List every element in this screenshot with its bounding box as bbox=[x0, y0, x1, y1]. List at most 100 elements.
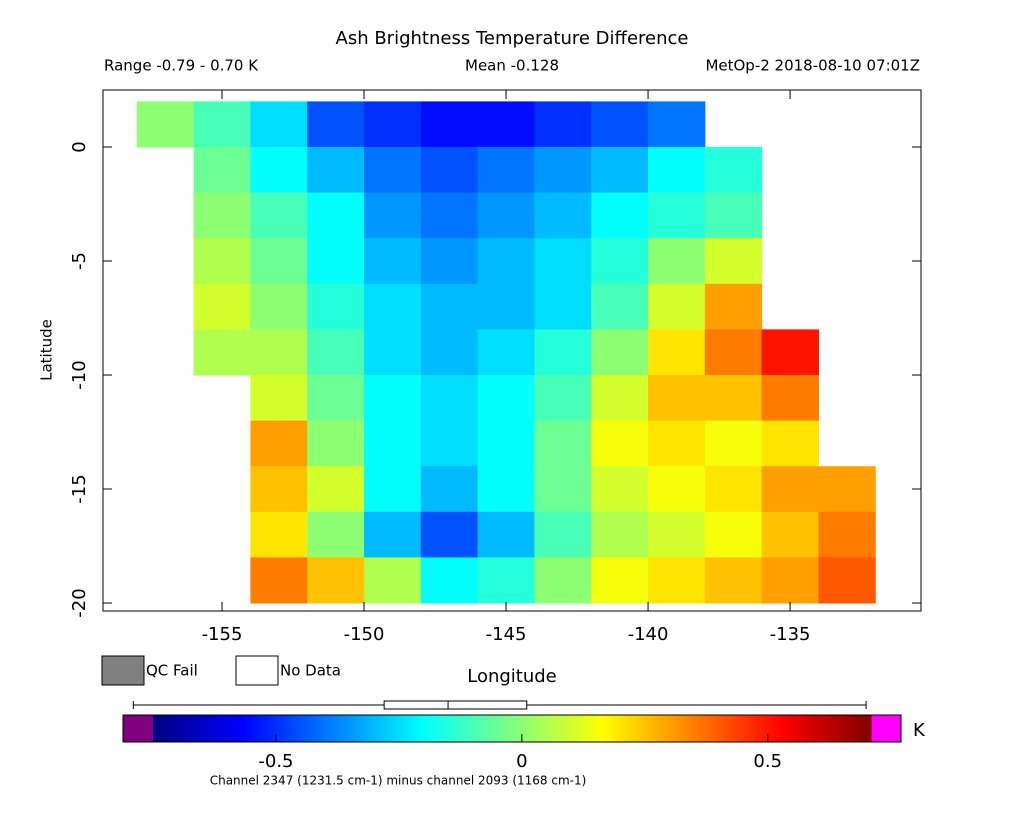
heatmap-cell bbox=[477, 101, 535, 148]
colorbar-step bbox=[351, 715, 354, 742]
colorbar-step bbox=[759, 715, 762, 742]
heatmap-cell bbox=[477, 329, 535, 376]
colorbar-step bbox=[785, 715, 788, 742]
colorbar-step bbox=[679, 715, 682, 742]
colorbar-step bbox=[421, 715, 424, 742]
colorbar-step bbox=[449, 715, 452, 742]
colorbar-step bbox=[779, 715, 782, 742]
colorbar-step bbox=[721, 715, 724, 742]
colorbar-step bbox=[375, 715, 378, 742]
colorbar-step bbox=[399, 715, 402, 742]
colorbar-step bbox=[453, 715, 456, 742]
colorbar-step bbox=[753, 715, 756, 742]
colorbar-step bbox=[229, 715, 232, 742]
colorbar-step bbox=[767, 715, 770, 742]
colorbar-step bbox=[751, 715, 754, 742]
colorbar-step bbox=[769, 715, 772, 742]
colorbar-step bbox=[689, 715, 692, 742]
colorbar-step bbox=[287, 715, 290, 742]
colorbar-step bbox=[781, 715, 784, 742]
heatmap-cell bbox=[704, 557, 763, 604]
colorbar-step bbox=[851, 715, 854, 742]
colorbar-step bbox=[389, 715, 392, 742]
colorbar-step bbox=[331, 715, 334, 742]
colorbar-step bbox=[329, 715, 332, 742]
colorbar-step bbox=[765, 715, 768, 742]
colorbar-step bbox=[513, 715, 516, 742]
colorbar-step bbox=[271, 715, 274, 742]
heatmap-cell bbox=[477, 466, 535, 513]
heatmap bbox=[136, 101, 876, 604]
colorbar-step bbox=[569, 715, 572, 742]
colorbar-step bbox=[355, 715, 358, 742]
colorbar-step bbox=[249, 715, 252, 742]
colorbar-step bbox=[517, 715, 520, 742]
colorbar-step bbox=[337, 715, 340, 742]
colorbar-step bbox=[857, 715, 860, 742]
colorbar-step bbox=[391, 715, 394, 742]
heatmap-cell bbox=[420, 329, 479, 376]
colorbar-step bbox=[237, 715, 240, 742]
colorbar-step bbox=[843, 715, 846, 742]
heatmap-cell bbox=[477, 238, 535, 285]
colorbar-step bbox=[529, 715, 532, 742]
colorbar-step bbox=[677, 715, 680, 742]
colorbar-step bbox=[245, 715, 248, 742]
colorbar-step bbox=[299, 715, 302, 742]
colorbar-step bbox=[545, 715, 548, 742]
heatmap-cell bbox=[364, 192, 422, 239]
heatmap-cell bbox=[364, 101, 422, 148]
heatmap-cell bbox=[818, 511, 876, 558]
colorbar-step bbox=[643, 715, 646, 742]
colorbar-step bbox=[795, 715, 798, 742]
colorbar-step bbox=[725, 715, 728, 742]
colorbar-step bbox=[813, 715, 816, 742]
colorbar-step bbox=[829, 715, 832, 742]
colorbar-step bbox=[181, 715, 184, 742]
colorbar-step bbox=[463, 715, 466, 742]
colorbar-step bbox=[175, 715, 178, 742]
colorbar-step bbox=[603, 715, 606, 742]
heatmap-cell bbox=[420, 283, 479, 330]
heatmap-cell bbox=[250, 192, 308, 239]
heatmap-cell bbox=[761, 466, 819, 513]
y-tick-label: 0 bbox=[69, 141, 90, 152]
heatmap-cell bbox=[136, 101, 195, 148]
colorbar-step bbox=[419, 715, 422, 742]
heatmap-cell bbox=[534, 511, 592, 558]
colorbar-step bbox=[295, 715, 298, 742]
colorbar-step bbox=[555, 715, 558, 742]
colorbar-step bbox=[533, 715, 536, 742]
colorbar-step bbox=[635, 715, 638, 742]
colorbar-step bbox=[377, 715, 380, 742]
colorbar-step bbox=[383, 715, 386, 742]
colorbar-step bbox=[525, 715, 528, 742]
colorbar-step bbox=[231, 715, 234, 742]
colorbar-step bbox=[745, 715, 748, 742]
colorbar-step bbox=[717, 715, 720, 742]
colorbar-step bbox=[515, 715, 518, 742]
heatmap-cell bbox=[534, 466, 592, 513]
colorbar-step bbox=[743, 715, 746, 742]
colorbar-step bbox=[645, 715, 648, 742]
heatmap-cell bbox=[193, 192, 251, 239]
heatmap-cell bbox=[364, 283, 422, 330]
colorbar-step bbox=[205, 715, 208, 742]
colorbar-step bbox=[279, 715, 282, 742]
colorbar-step bbox=[801, 715, 804, 742]
heatmap-cell bbox=[761, 511, 819, 558]
colorbar-step bbox=[713, 715, 716, 742]
heatmap-cell bbox=[250, 283, 308, 330]
colorbar-step bbox=[787, 715, 790, 742]
colorbar-step bbox=[847, 715, 850, 742]
colorbar-step bbox=[227, 715, 230, 742]
heatmap-cell bbox=[704, 238, 763, 285]
colorbar-step bbox=[437, 715, 440, 742]
colorbar-step bbox=[199, 715, 202, 742]
heatmap-cell bbox=[648, 238, 706, 285]
colorbar-step bbox=[247, 715, 250, 742]
colorbar-step bbox=[559, 715, 562, 742]
colorbar-step bbox=[761, 715, 764, 742]
colorbar-step bbox=[755, 715, 758, 742]
